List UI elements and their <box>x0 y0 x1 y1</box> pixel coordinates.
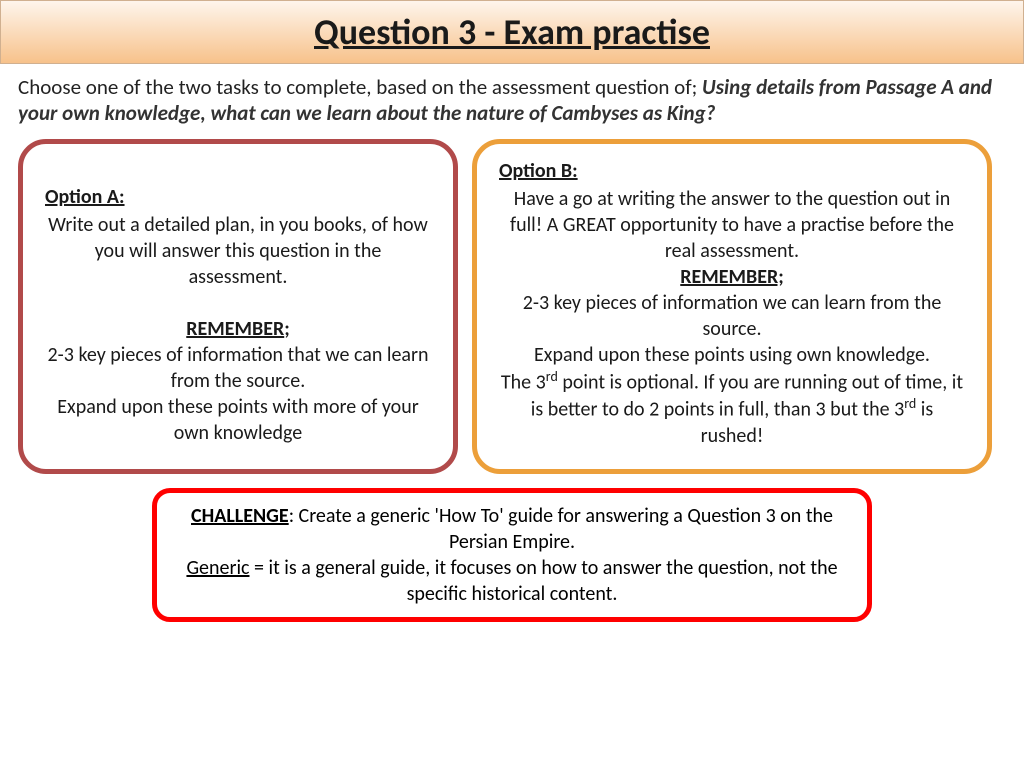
generic-label: Generic <box>186 556 249 580</box>
option-b-p4: The 3rd point is optional. If you are ru… <box>499 368 965 449</box>
intro-lead: Choose one of the two tasks to complete,… <box>18 74 702 100</box>
option-a-label: Option A: <box>45 184 431 210</box>
challenge-label: CHALLENGE <box>191 504 289 528</box>
option-a-p1: Write out a detailed plan, in you books,… <box>45 212 431 290</box>
option-b-p2: 2-3 key pieces of information we can lea… <box>499 290 965 342</box>
options-row: Option A: Write out a detailed plan, in … <box>0 139 1024 474</box>
challenge-line2: Generic = it is a general guide, it focu… <box>181 555 843 607</box>
intro-text: Choose one of the two tasks to complete,… <box>0 64 1024 135</box>
option-a-p3: Expand upon these points with more of yo… <box>45 394 431 446</box>
challenge-line1: CHALLENGE: Create a generic 'How To' gui… <box>181 503 843 555</box>
title-bar: Question 3 - Exam practise <box>0 0 1024 64</box>
option-a-box: Option A: Write out a detailed plan, in … <box>18 139 458 474</box>
option-b-label: Option B: <box>499 158 965 184</box>
option-b-p1: Have a go at writing the answer to the q… <box>499 186 965 264</box>
option-b-p3: Expand upon these points using own knowl… <box>499 342 965 368</box>
option-a-remember: REMEMBER; <box>45 316 431 342</box>
page-title: Question 3 - Exam practise <box>314 10 710 54</box>
option-a-p2: 2-3 key pieces of information that we ca… <box>45 342 431 394</box>
challenge-box: CHALLENGE: Create a generic 'How To' gui… <box>152 488 872 622</box>
option-b-box: Option B: Have a go at writing the answe… <box>472 139 992 474</box>
option-b-remember: REMEMBER; <box>499 264 965 290</box>
